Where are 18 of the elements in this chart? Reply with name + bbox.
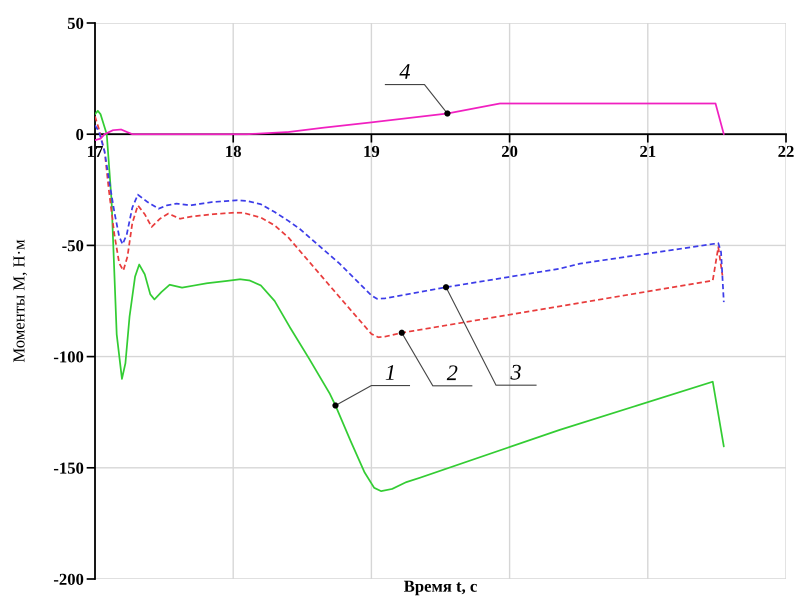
annotation: 2 [446, 365, 458, 380]
y-tick-label: 0 [76, 128, 84, 140]
y-tick-label: -100 [54, 351, 84, 363]
x-axis-title: Время t, с [404, 580, 477, 596]
x-tick-label: 18 [226, 146, 241, 158]
x-tick-label: 22 [778, 146, 794, 157]
y-tick-label: 50 [68, 18, 84, 29]
x-tick-label: 19 [364, 146, 380, 158]
y-tick-label: -150 [54, 462, 84, 474]
y-axis-title: Моменты M, Н·м [14, 240, 27, 362]
y-tick-label: -200 [54, 574, 84, 585]
y-tick-label: -50 [62, 240, 84, 252]
x-tick-label: 20 [502, 146, 518, 158]
line-series [95, 102, 725, 142]
x-tick-label: 21 [640, 146, 656, 157]
annotation: 3 [510, 364, 521, 380]
annotation: 1 [386, 365, 394, 380]
annotation: 4 [399, 64, 410, 79]
